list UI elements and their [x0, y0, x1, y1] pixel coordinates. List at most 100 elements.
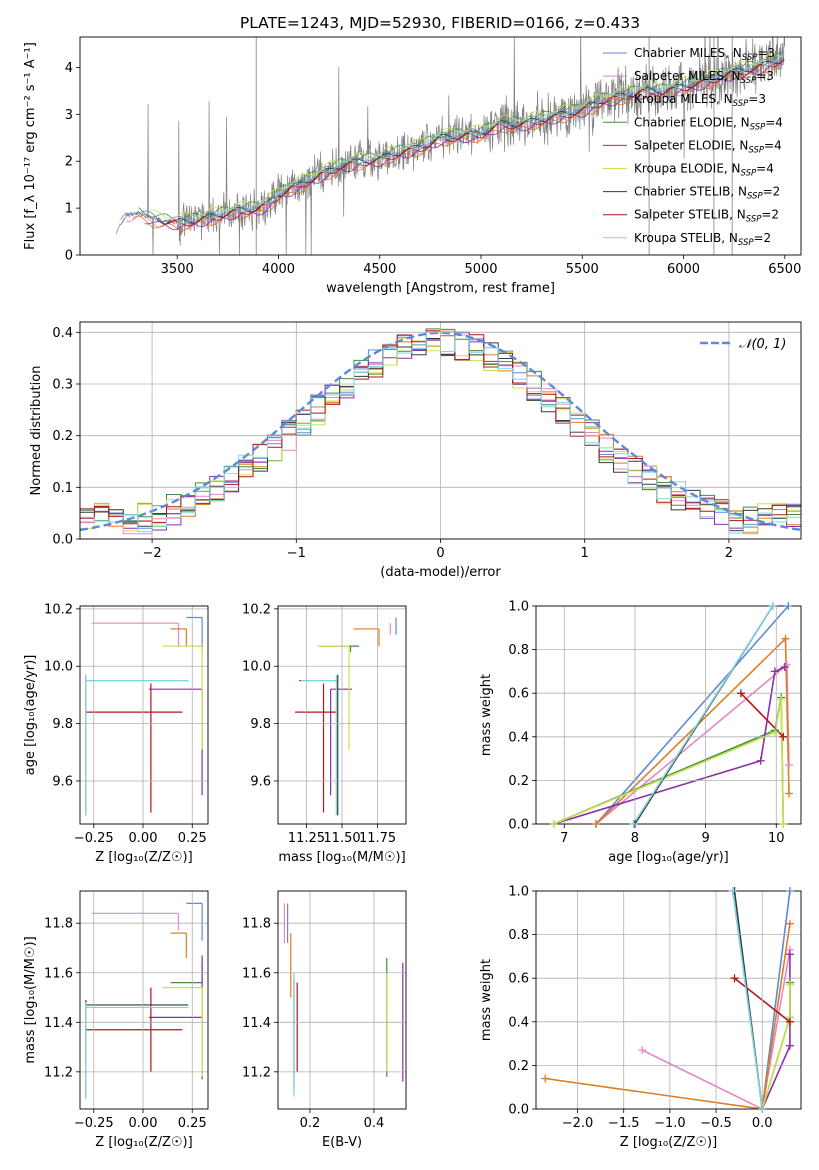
weight-line [553, 666, 786, 824]
y-tick-label: 11.2 [44, 1065, 73, 1080]
panel-age_vs_Z: −0.25 0.00 0.25 9.6 9.8 10.0 10.2 Z [log₁₀(Z/Z☉… [23, 602, 209, 865]
x-tick-label: 1 [581, 546, 589, 561]
y-tick-label: 0.8 [508, 643, 529, 658]
legend-label: Salpeter MILES, NSSP=3 [634, 69, 774, 86]
y-axis-label: mass weight [479, 674, 494, 756]
weight-marker [756, 756, 765, 765]
y-tick-label: 9.6 [250, 774, 271, 789]
plot-area [85, 616, 203, 816]
weight-marker [784, 789, 793, 798]
weight-marker [541, 1074, 550, 1083]
y-tick-label: 0.4 [508, 730, 529, 745]
model-spectrum-line [150, 53, 784, 220]
x-tick-label: −2 [143, 546, 162, 561]
weight-marker [768, 602, 777, 610]
weight-marker [758, 1105, 767, 1113]
weight-line [545, 923, 791, 1109]
x-tick-label: 6500 [768, 262, 801, 277]
x-axis-label: mass [log₁₀(M/M☉)] [278, 850, 405, 865]
x-tick-label: −0.25 [74, 1116, 114, 1131]
y-tick-label: 11.4 [242, 1016, 271, 1031]
x-tick-label: 0 [436, 546, 444, 561]
x-tick-label: 0.0 [752, 1116, 773, 1131]
weight-marker [592, 820, 601, 828]
y-axis-label: Flux [f_λ 10⁻¹⁷ erg cm⁻² s⁻¹ A⁻¹] [23, 42, 38, 250]
weight-marker [770, 667, 779, 676]
y-tick-label: 0.4 [52, 326, 73, 341]
y-tick-label: 1 [65, 202, 73, 217]
x-tick-label: 3500 [161, 262, 194, 277]
x-tick-label: 10 [768, 831, 785, 846]
x-tick-label: 11.25 [288, 831, 325, 846]
weight-line [553, 697, 785, 824]
y-tick-label: 11.8 [44, 917, 73, 932]
x-tick-label: 11.75 [359, 831, 396, 846]
y-axis-label: Normed distribution [29, 366, 44, 496]
legend: Chabrier MILES, NSSP=3 Salpeter MILES, NS… [603, 46, 783, 248]
weight-marker [784, 761, 793, 770]
panel-mass_vs_ebv: 0.2 0.4 11.2 11.4 11.6 11.8 E(B-V) [242, 890, 407, 1150]
y-tick-label: 10.2 [44, 602, 73, 617]
x-tick-label: −0.25 [74, 831, 114, 846]
legend-label: 𝒩(0, 1) [739, 337, 786, 352]
legend-label: Salpeter ELODIE, NSSP=4 [634, 138, 782, 155]
axes-frame [79, 890, 209, 1110]
plot-area [553, 606, 790, 824]
x-tick-label: 5500 [566, 262, 599, 277]
y-axis-label: mass [log₁₀(M/M☉)] [23, 936, 38, 1063]
legend-label: Kroupa ELODIE, NSSP=4 [634, 162, 774, 179]
y-tick-label: 0.4 [508, 1015, 529, 1030]
weight-line [553, 699, 785, 824]
y-tick-label: 4 [65, 61, 73, 76]
y-tick-label: 1.0 [508, 885, 529, 900]
weight-marker [730, 974, 739, 983]
panel-residuals: −2 −1 0 1 2 0.0 0.1 0.2 0.3 0.4 (data-model)/error… [29, 321, 802, 580]
x-tick-label: 4000 [262, 262, 295, 277]
weight-marker [785, 980, 794, 989]
panel-mass_vs_Z: −0.25 0.00 0.25 11.2 11.4 11.6 11.8 Z [log₁₀(Z/… [23, 890, 209, 1150]
y-tick-label: 11.6 [242, 966, 271, 981]
y-tick-label: 10.2 [242, 602, 271, 617]
y-tick-label: 0.6 [508, 972, 529, 987]
x-axis-label: wavelength [Angstrom, rest frame] [326, 281, 555, 296]
y-axis-label: mass weight [479, 959, 494, 1041]
x-tick-label: −1.0 [654, 1116, 686, 1131]
weight-marker [770, 728, 779, 737]
y-tick-label: 11.8 [242, 917, 271, 932]
legend-label: Chabrier MILES, NSSP=3 [634, 46, 775, 63]
y-tick-label: 0.6 [508, 687, 529, 702]
y-tick-label: 0.2 [508, 1059, 529, 1074]
plot-area [545, 891, 791, 1109]
panel-spectrum: 3500 4000 4500 5000 5500 6000 6500 0 1 2 3 4 wavelen… [23, 36, 802, 296]
weight-line [761, 891, 791, 1109]
x-tick-label: −1 [287, 546, 306, 561]
y-tick-label: 0.0 [508, 1103, 529, 1118]
weight-line [595, 606, 789, 824]
legend-label: Salpeter STELIB, NSSP=2 [634, 208, 779, 225]
y-tick-label: 0.0 [52, 533, 73, 548]
weight-marker [785, 1017, 794, 1026]
x-axis-label: age [log₁₀(age/yr)] [608, 850, 729, 865]
legend-label: Chabrier ELODIE, NSSP=4 [634, 115, 783, 132]
x-tick-label: 0.00 [129, 1116, 158, 1131]
x-tick-label: 9 [701, 831, 709, 846]
weight-marker [784, 602, 793, 610]
weight-line [595, 663, 790, 824]
x-tick-label: 0.2 [300, 1116, 321, 1131]
x-tick-label: 8 [631, 831, 639, 846]
y-tick-label: 2 [65, 155, 73, 170]
weight-marker [736, 689, 745, 698]
model-spectrum-line [169, 53, 785, 224]
y-tick-label: 0.1 [52, 481, 73, 496]
plot-area [116, 37, 786, 255]
legend-label: Kroupa STELIB, NSSP=2 [634, 231, 771, 248]
x-tick-label: 6000 [667, 262, 700, 277]
y-tick-label: 11.2 [242, 1065, 271, 1080]
x-axis-label: (data-model)/error [380, 565, 501, 580]
x-tick-label: 0.00 [129, 831, 158, 846]
weight-marker [629, 820, 638, 828]
panel-weight_vs_age: 7 8 9 10 0.0 0.2 0.4 0.6 0.8 1.0 age [log₁₀(age/yr… [479, 600, 802, 865]
y-tick-label: 9.8 [52, 717, 73, 732]
